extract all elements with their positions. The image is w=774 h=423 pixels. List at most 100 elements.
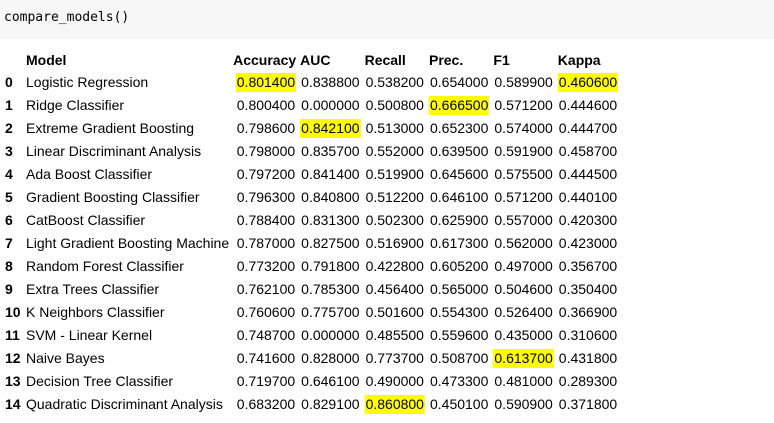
f1-value: 0.590900: [494, 396, 553, 412]
kappa-value: 0.371800: [558, 396, 618, 412]
prec-value: 0.646100: [429, 189, 489, 205]
row-index: 5: [5, 189, 13, 205]
accuracy-cell: 0.719700: [231, 370, 298, 393]
accuracy-value: 0.798600: [236, 120, 296, 136]
row-index: 2: [5, 120, 13, 136]
table-row: 14 Quadratic Discriminant Analysis 0.68320…: [0, 393, 620, 416]
column-header-kappa: Kappa: [557, 52, 601, 68]
table-row: 8 Random Forest Classifier 0.773200 0.79180…: [0, 255, 620, 278]
prec-value: 0.645600: [429, 166, 489, 182]
table-row: 6 CatBoost Classifier 0.788400 0.831300 0.50…: [0, 209, 620, 232]
prec-cell: 0.646100: [427, 186, 491, 209]
accuracy-cell: 0.800400: [231, 94, 298, 117]
table-row: 11 SVM - Linear Kernel 0.748700 0.000000 0.4…: [0, 324, 620, 347]
recall-best-cell: 0.860800: [363, 393, 427, 416]
accuracy-cell: 0.796300: [231, 186, 298, 209]
f1-value: 0.574000: [494, 120, 553, 136]
auc-cell: 0.835700: [298, 140, 362, 163]
accuracy-cell: 0.741600: [231, 347, 298, 370]
f1-cell: 0.574000: [491, 117, 555, 140]
prec-cell: 0.450100: [427, 393, 491, 416]
prec-cell: 0.565000: [427, 278, 491, 301]
column-header-auc: AUC: [300, 52, 331, 68]
recall-value: 0.860800: [364, 395, 425, 414]
row-index: 0: [5, 74, 13, 90]
prec-value: 0.654000: [429, 74, 489, 90]
prec-cell: 0.617300: [427, 232, 491, 255]
column-header-recall: Recall: [364, 52, 406, 68]
auc-cell: 0.829100: [298, 393, 362, 416]
model-name-cell: Ada Boost Classifier: [26, 166, 153, 182]
auc-cell: 0.840800: [298, 186, 362, 209]
f1-value: 0.504600: [494, 281, 553, 297]
row-index: 1: [5, 97, 13, 113]
recall-cell: 0.512200: [363, 186, 427, 209]
accuracy-value: 0.800400: [236, 97, 296, 113]
recall-cell: 0.552000: [363, 140, 427, 163]
column-header-accuracy: Accuracy: [233, 52, 297, 68]
kappa-cell: 0.289300: [556, 370, 620, 393]
auc-value: 0.842100: [300, 119, 361, 138]
auc-value: 0.000000: [301, 97, 360, 113]
f1-cell: 0.590900: [491, 393, 555, 416]
auc-value: 0.775700: [301, 304, 360, 320]
f1-value: 0.613700: [493, 349, 554, 368]
row-index: 3: [5, 143, 13, 159]
recall-value: 0.519900: [365, 166, 424, 182]
accuracy-value: 0.762100: [236, 281, 296, 297]
f1-value: 0.571200: [494, 189, 553, 205]
auc-cell: 0.791800: [298, 255, 362, 278]
prec-value: 0.652300: [429, 120, 489, 136]
prec-cell: 0.559600: [427, 324, 491, 347]
accuracy-best-cell: 0.801400: [231, 71, 298, 94]
f1-value: 0.481000: [494, 373, 553, 389]
table-row: 13 Decision Tree Classifier 0.719700 0.6461…: [0, 370, 620, 393]
column-header-f1: F1: [493, 52, 510, 68]
kappa-cell: 0.458700: [556, 140, 620, 163]
prec-value: 0.473300: [429, 373, 489, 389]
prec-cell: 0.639500: [427, 140, 491, 163]
f1-value: 0.562000: [494, 235, 553, 251]
recall-value: 0.485500: [365, 327, 424, 343]
prec-value: 0.617300: [429, 235, 489, 251]
recall-cell: 0.502300: [363, 209, 427, 232]
f1-value: 0.571200: [494, 97, 553, 113]
row-index: 13: [5, 373, 21, 389]
kappa-cell: 0.366900: [556, 301, 620, 324]
auc-cell: 0.646100: [298, 370, 362, 393]
auc-cell: 0.828000: [298, 347, 362, 370]
accuracy-value: 0.719700: [236, 373, 296, 389]
row-index: 11: [5, 327, 20, 343]
accuracy-value: 0.683200: [236, 396, 296, 412]
model-name-cell: Extra Trees Classifier: [26, 281, 160, 297]
model-name-cell: Random Forest Classifier: [26, 258, 184, 274]
kappa-cell: 0.350400: [556, 278, 620, 301]
kappa-cell: 0.444700: [556, 117, 620, 140]
recall-cell: 0.501600: [363, 301, 427, 324]
model-name-cell: Quadratic Discriminant Analysis: [26, 396, 223, 412]
recall-value: 0.490000: [365, 373, 424, 389]
recall-cell: 0.490000: [363, 370, 427, 393]
table-row: 0 Logistic Regression 0.801400 0.838800 0.53…: [0, 71, 620, 94]
table-row: 5 Gradient Boosting Classifier 0.796300 0.8…: [0, 186, 620, 209]
accuracy-value: 0.787000: [236, 235, 296, 251]
prec-cell: 0.654000: [427, 71, 491, 94]
code-cell[interactable]: compare_models(): [0, 0, 774, 39]
f1-value: 0.575500: [494, 166, 553, 182]
auc-cell: 0.785300: [298, 278, 362, 301]
auc-cell: 0.775700: [298, 301, 362, 324]
accuracy-value: 0.741600: [236, 350, 296, 366]
model-name-cell: Gradient Boosting Classifier: [26, 189, 200, 205]
auc-value: 0.828000: [301, 350, 360, 366]
accuracy-cell: 0.787000: [231, 232, 298, 255]
prec-value: 0.625900: [429, 212, 489, 228]
prec-best-cell: 0.666500: [427, 94, 491, 117]
kappa-value: 0.458700: [558, 143, 618, 159]
kappa-value: 0.350400: [558, 281, 618, 297]
recall-cell: 0.516900: [363, 232, 427, 255]
kappa-value: 0.444700: [558, 120, 618, 136]
f1-cell: 0.557000: [491, 209, 555, 232]
accuracy-value: 0.773200: [236, 258, 296, 274]
f1-cell: 0.481000: [491, 370, 555, 393]
kappa-cell: 0.423000: [556, 232, 620, 255]
